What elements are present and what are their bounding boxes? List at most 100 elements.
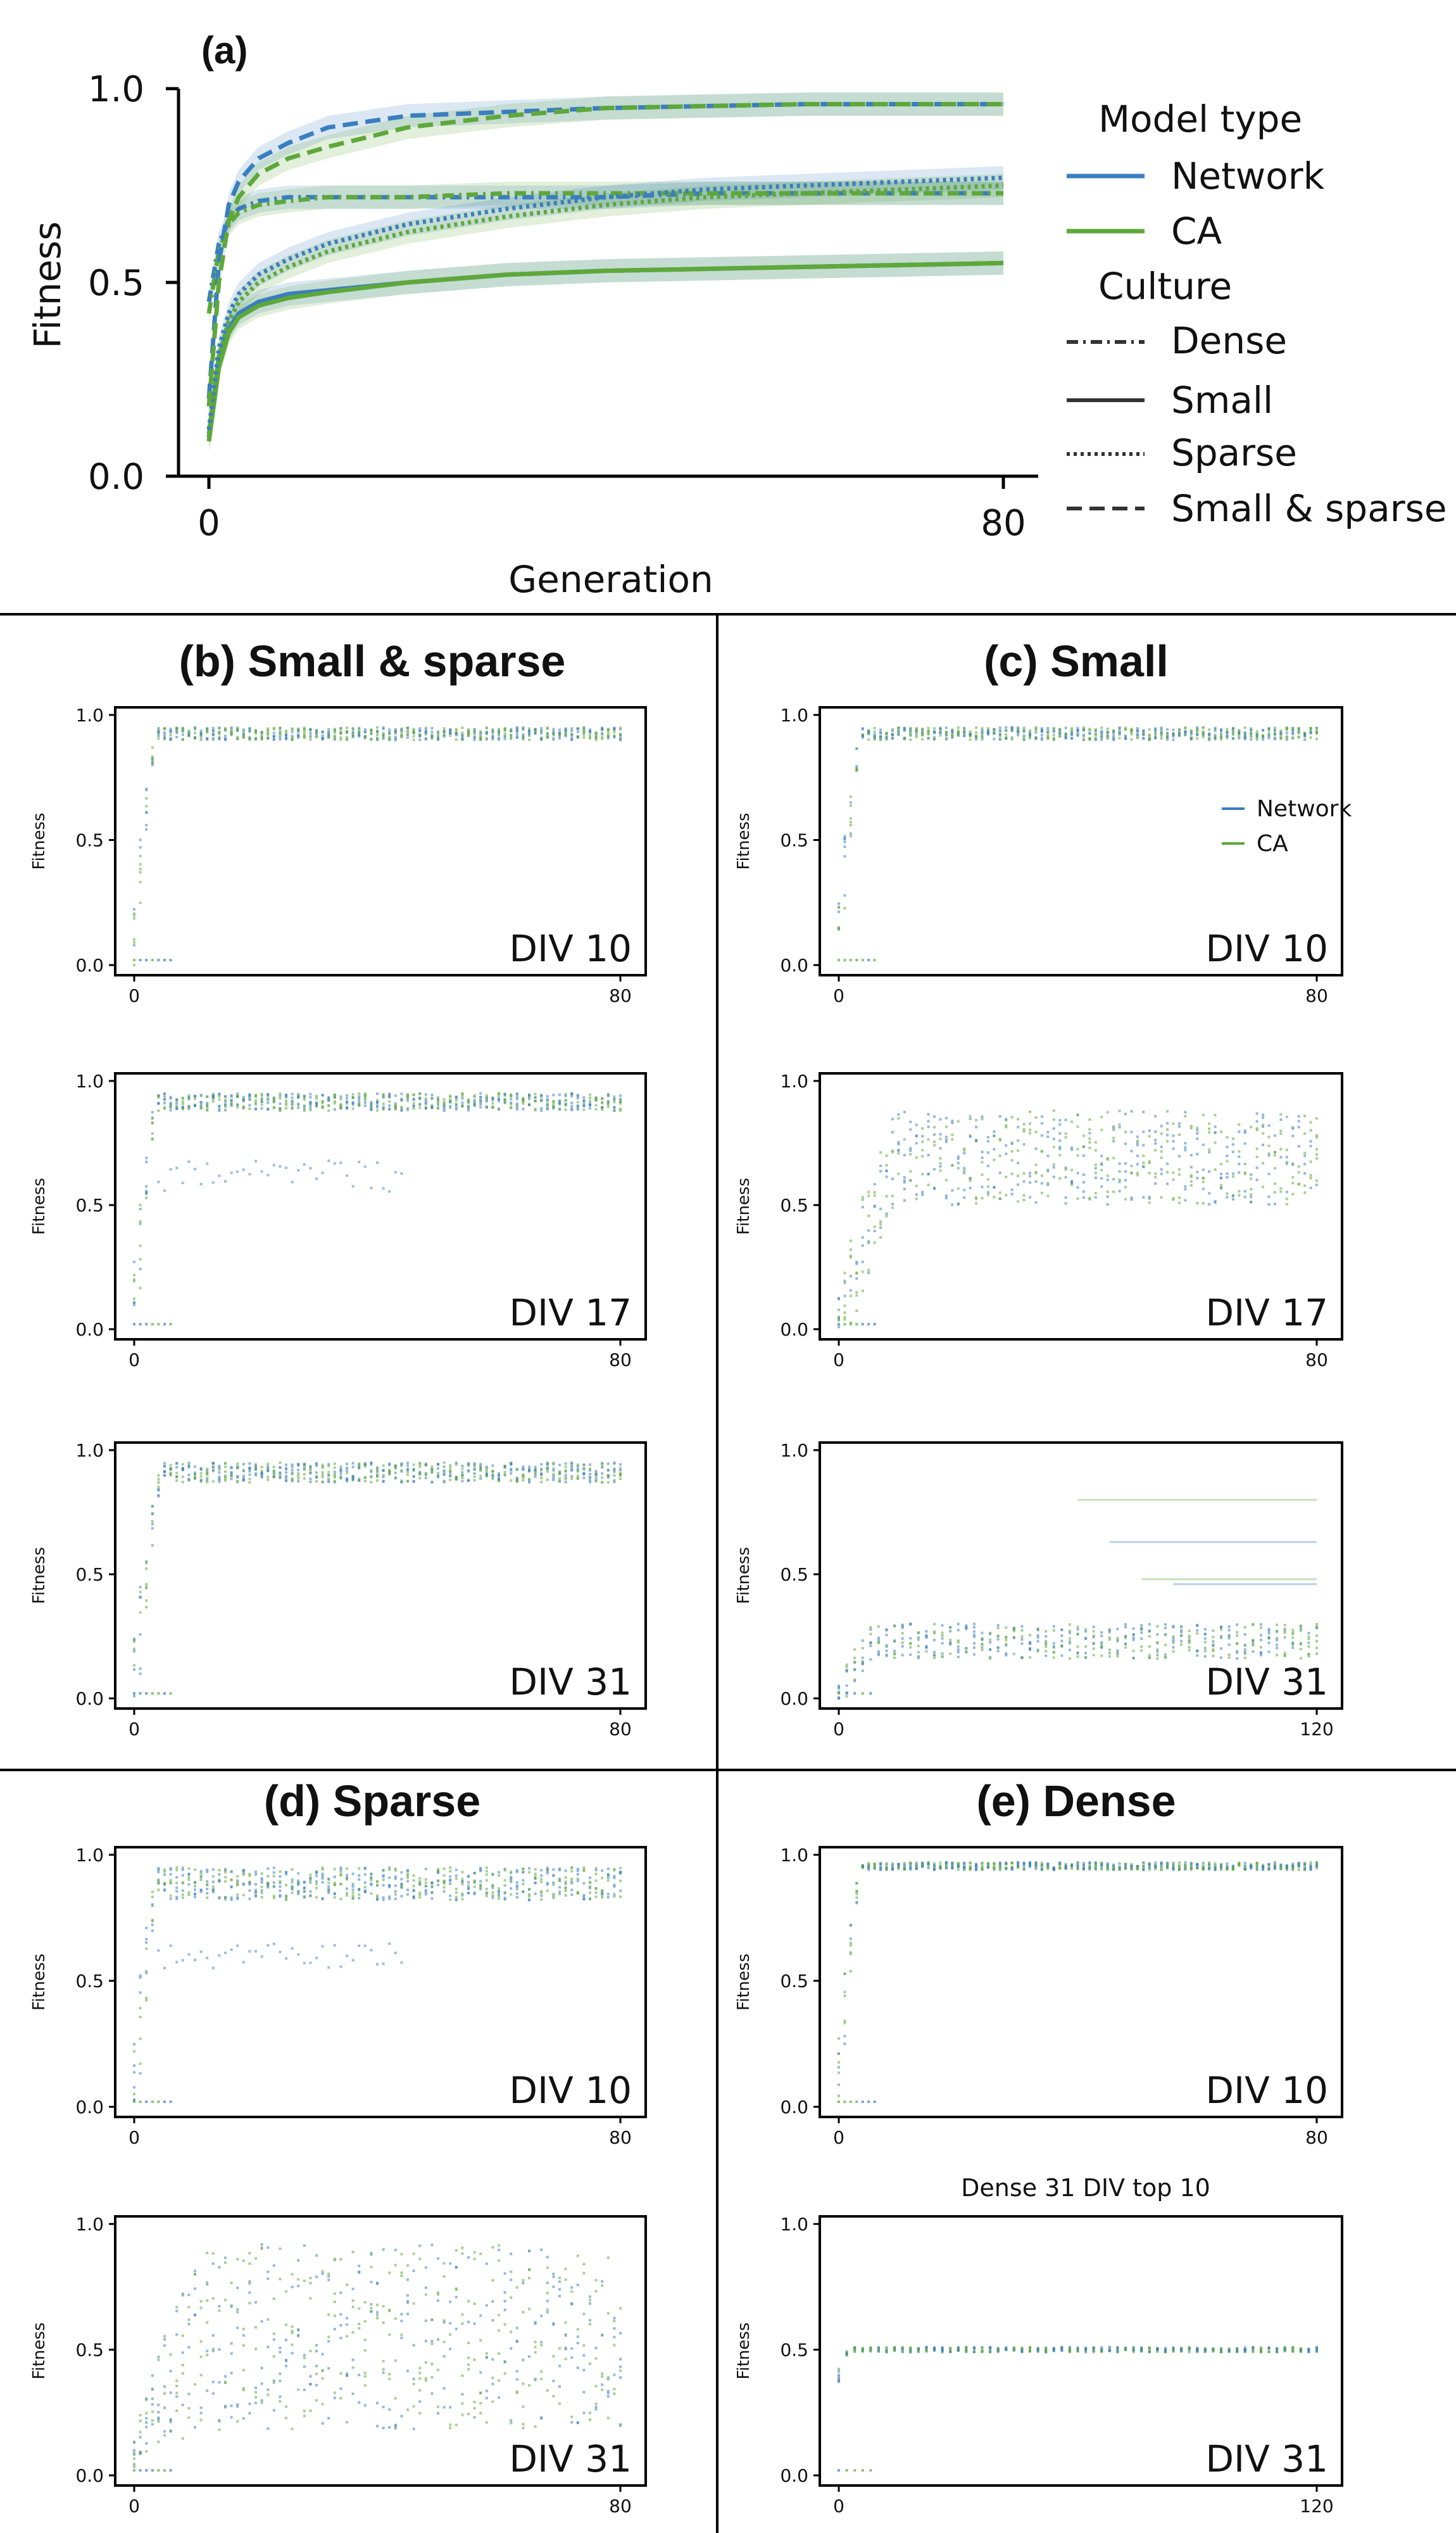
panel-c3-point [845,1692,848,1695]
panel-c2-point [1309,1177,1312,1180]
panel-d1-point [400,1878,403,1881]
panel-b2-point [564,1094,567,1097]
panel-d1-point [461,1871,464,1874]
panel-c2-point [1029,1196,1031,1199]
panel-d2-point [267,2277,270,2280]
panel-d2-point [370,2307,373,2310]
panel-b2-point [321,1094,324,1097]
panel-b2-point [315,1177,318,1180]
panel-b2-point [303,1109,306,1113]
panel-b2-point [564,1102,567,1106]
panel-b3-point [491,1470,494,1473]
panel-b2-point [339,1095,342,1098]
panel-d1-point [619,1895,622,1898]
panel-c3-point [1060,1634,1064,1638]
panel-a-xtick-label: 0 [198,503,220,544]
panel-c1-point [1052,729,1055,732]
panel-d2-point [279,2278,282,2281]
panel-b2-point [206,1095,209,1098]
panel-b1-point [424,728,427,731]
panel-c2-ytick-label: 0.5 [780,1195,808,1216]
panel-b3-point [254,1464,257,1467]
panel-b3-point [606,1462,610,1465]
panel-c3-point [1172,1646,1175,1649]
panel-b1-point [479,731,482,735]
panel-d2-point [187,2416,191,2419]
panel-b3-point [589,1472,591,1475]
panel-d2-point [327,2416,330,2420]
panel-d2-point [199,2340,203,2343]
panel-c3-point [941,1634,944,1637]
panel-b3-point [236,1475,239,1478]
panel-c3-point [1291,1643,1295,1646]
panel-c3-point [917,1650,920,1653]
panel-d1-point [260,1889,263,1892]
panel-b3-point [382,1469,385,1472]
panel-b2-point [424,1106,427,1109]
panel-c2-point [873,1225,876,1229]
panel-b3-point [206,1472,209,1475]
panel-b1-point [175,736,179,739]
panel-b2-point [285,1103,287,1106]
panel-d2-point [370,2302,373,2306]
panel-b1-point [619,733,622,736]
panel-b1-point [570,736,574,739]
panel-b3-point [248,1473,251,1476]
panel-c3-point [1084,1645,1088,1648]
panel-c1-point [903,729,906,732]
panel-b1-point [594,734,598,737]
panel-b2-point [230,1099,233,1102]
panel-d1-point [175,1881,179,1885]
panel-d1-point [163,1873,166,1876]
panel-d1-point [218,1869,221,1872]
panel-b3-point [260,1475,263,1479]
panel-c1-point [1070,731,1074,734]
panel-b2-point [291,1096,294,1099]
panel-c2-point [1189,1180,1193,1183]
panel-c2-point [855,1309,858,1312]
panel-d1-point [406,1869,409,1873]
panel-b3-point [570,1461,574,1464]
panel-c3-point [1299,1648,1302,1651]
panel-c2-point [1172,1178,1175,1181]
panel-b2-points [133,1092,622,1326]
panel-b2-point [279,1107,282,1110]
panel-c2-point [897,1149,900,1152]
panel-b3-point [485,1467,488,1470]
panel-b2-point [418,1106,422,1109]
panel-b2-point [437,1100,439,1103]
panel-b1-point [260,731,263,734]
panel-c1-point [1255,735,1258,738]
panel-c2-point [1267,1152,1271,1155]
panel-b2-point [333,1096,336,1099]
panel-c2-point [855,1260,858,1263]
panel-c3-point [1203,1655,1207,1658]
panel-d2-point [346,2372,348,2375]
panel-b3-point [163,1474,166,1477]
panel-c2-point [951,1121,954,1125]
panel-c2-point [1189,1184,1193,1187]
panel-b2-point [254,1101,257,1104]
panel-c3-point [1029,1656,1031,1659]
panel-c2-point [1010,1141,1014,1144]
panel-b1-point [309,735,312,738]
panel-b1-point [461,736,464,739]
panel-b2-point [430,1106,434,1109]
panel-d1-point [199,1890,203,1893]
panel-b1-point [315,731,318,734]
panel-b2-point [437,1101,439,1104]
panel-b1-point [528,730,530,733]
panel-c2-point [1202,1187,1205,1191]
panel-d1-point [351,1888,355,1892]
panel-c1-point [1124,728,1127,731]
panel-b1-point [285,730,287,733]
panel-b3-point [589,1479,591,1482]
panel-d1-point [194,1868,196,1871]
panel-c2-point [933,1187,936,1190]
panel-d1-point [339,1873,342,1876]
panel-b2-point [339,1161,342,1165]
panel-c1-point [1112,731,1115,735]
panel-c3-point [957,1655,960,1658]
panel-c3-point [1100,1643,1103,1646]
panel-b3-point [540,1481,543,1484]
